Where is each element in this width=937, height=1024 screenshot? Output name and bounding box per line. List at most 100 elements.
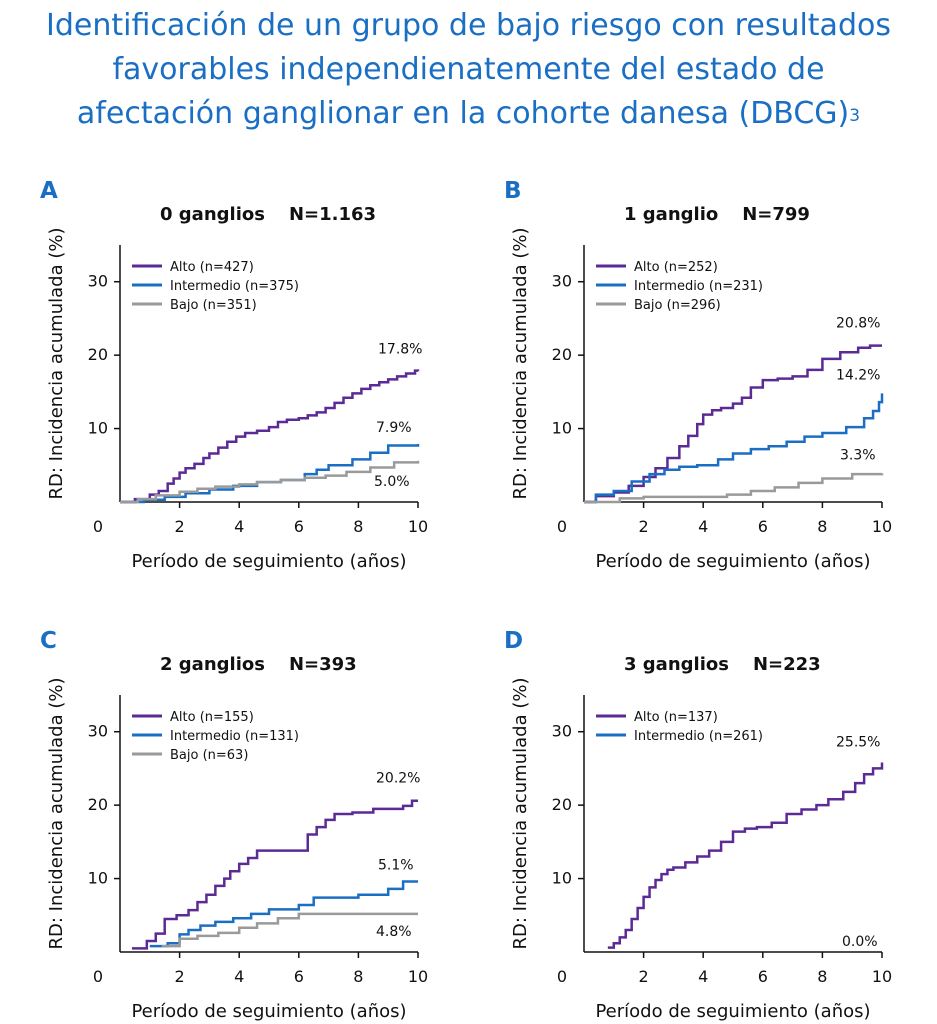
end-label-bajo: 4.8% [376,924,412,940]
title-line-2: favorables independienatemente del estad… [112,52,825,87]
x-axis-label: Período de seguimiento (años) [131,1001,406,1022]
series-line-alto [584,344,882,504]
x-tick-label: 8 [817,517,827,536]
panel-label-d: D [504,628,523,654]
series-line-alto [607,762,884,949]
x-tick-label: 2 [639,517,649,536]
end-label-intermedio: 7.9% [376,420,412,436]
chart-n-total: N=223 [753,654,821,675]
chart-svg-b: B 1 ganglio N=799 10 20 30 2 4 6 8 10 0 Período de s… [504,178,892,572]
chart-title-text: 3 ganglios [624,654,729,675]
y-axis-label: RD: Incidencia acumulada (%) [46,228,67,500]
chart-title: 0 ganglios N=1.163 [160,204,376,225]
x-tick-label: 4 [234,967,244,986]
legend-label-bajo: Bajo (n=63) [170,748,248,763]
x-tick-label: 6 [758,517,768,536]
x-tick-label: 10 [872,967,892,986]
series-line-intermedio [149,880,418,948]
series-line-bajo [120,460,420,504]
x-tick-label: 6 [294,517,304,536]
x-tick-label: 8 [353,517,363,536]
series-line-alto [120,369,420,504]
chart-panel-d: D 3 ganglios N=223 10 20 30 2 4 6 8 10 0 Período de … [474,618,914,1022]
chart-n-total: N=393 [289,654,357,675]
y-tick-label: 10 [88,869,108,888]
end-label-intermedio: 5.1% [378,858,414,874]
chart-title-text: 2 ganglios [160,654,265,675]
series-line-bajo [161,912,418,948]
panel-label-b: B [504,178,522,204]
y-tick-label: 10 [552,869,572,888]
legend-label-alto: Alto (n=252) [634,260,718,275]
end-label-bajo: 5.0% [374,474,410,490]
chart-panel-c: C 2 ganglios N=393 10 20 30 2 4 6 8 10 0 Período de … [10,618,450,1022]
x-axis-label: Período de seguimiento (años) [131,551,406,572]
end-label-alto: 17.8% [378,341,422,357]
y-tick-label: 20 [552,795,572,814]
legend-label-intermedio: Intermedio (n=261) [634,729,763,744]
y-tick-label: 30 [552,272,572,291]
legend-label-intermedio: Intermedio (n=131) [170,729,299,744]
legend-label-bajo: Bajo (n=351) [170,298,257,313]
x-tick-label: 4 [698,967,708,986]
panel-label-a: A [40,178,58,204]
legend-label-alto: Alto (n=427) [170,260,254,275]
origin-zero-label: 0 [557,517,567,536]
x-tick-label: 2 [175,517,185,536]
x-tick-label: 8 [353,967,363,986]
chart-n-total: N=799 [742,204,810,225]
chart-svg-d: D 3 ganglios N=223 10 20 30 2 4 6 8 10 0 Período de … [504,628,892,1022]
chart-svg-a: A 0 ganglios N=1.163 10 20 30 2 4 6 8 10 0 Período d… [40,178,428,572]
legend-label-bajo: Bajo (n=296) [634,298,721,313]
x-tick-label: 4 [698,517,708,536]
chart-title-text: 1 ganglio [624,204,718,225]
chart-title: 3 ganglios N=223 [624,654,821,675]
x-tick-label: 10 [408,517,428,536]
x-tick-label: 10 [408,967,428,986]
page-title: Identificación de un grupo de bajo riesg… [0,4,937,136]
y-tick-label: 30 [88,272,108,291]
x-tick-label: 4 [234,517,244,536]
title-line-3-text: afectación ganglionar en la cohorte dane… [76,96,850,131]
chart-panel-a: A 0 ganglios N=1.163 10 20 30 2 4 6 8 10 0 Período d… [10,168,450,572]
y-tick-label: 20 [552,345,572,364]
series-line-alto [131,799,418,950]
series-line-intermedio [584,393,884,504]
y-axis-label: RD: Incidencia acumulada (%) [510,228,531,500]
chart-title-text: 0 ganglios [160,204,265,225]
end-label-intermedio: 14.2% [836,367,880,383]
chart-title: 2 ganglios N=393 [160,654,357,675]
chart-panel-b: B 1 ganglio N=799 10 20 30 2 4 6 8 10 0 Período de s… [474,168,914,572]
end-label-bajo: 3.3% [840,447,876,463]
title-superscript: 3 [849,106,861,126]
legend-label-alto: Alto (n=137) [634,710,718,725]
end-label-alto: 25.5% [836,735,880,751]
y-tick-label: 10 [552,419,572,438]
y-tick-label: 30 [88,722,108,741]
legend-label-alto: Alto (n=155) [170,710,254,725]
x-tick-label: 6 [294,967,304,986]
series-line-bajo [584,472,884,504]
x-tick-label: 2 [175,967,185,986]
chart-title: 1 ganglio N=799 [624,204,810,225]
y-axis-label: RD: Incidencia acumulada (%) [510,678,531,950]
chart-n-total: N=1.163 [289,204,376,225]
x-tick-label: 8 [817,967,827,986]
x-axis-label: Período de seguimiento (años) [595,551,870,572]
panel-label-c: C [40,628,57,654]
x-tick-label: 6 [758,967,768,986]
y-tick-label: 30 [552,722,572,741]
chart-svg-c: C 2 ganglios N=393 10 20 30 2 4 6 8 10 0 Período de … [40,628,428,1022]
origin-zero-label: 0 [93,517,103,536]
title-line-1: Identificación de un grupo de bajo riesg… [46,8,891,43]
title-line-3: afectación ganglionar en la cohorte dane… [0,92,937,136]
x-tick-label: 2 [639,967,649,986]
y-axis-label: RD: Incidencia acumulada (%) [46,678,67,950]
y-tick-label: 20 [88,795,108,814]
y-tick-label: 10 [88,419,108,438]
end-label-alto: 20.2% [376,771,420,787]
origin-zero-label: 0 [557,967,567,986]
end-label-intermedio: 0.0% [842,934,878,950]
y-tick-label: 20 [88,345,108,364]
legend-label-intermedio: Intermedio (n=375) [170,279,299,294]
